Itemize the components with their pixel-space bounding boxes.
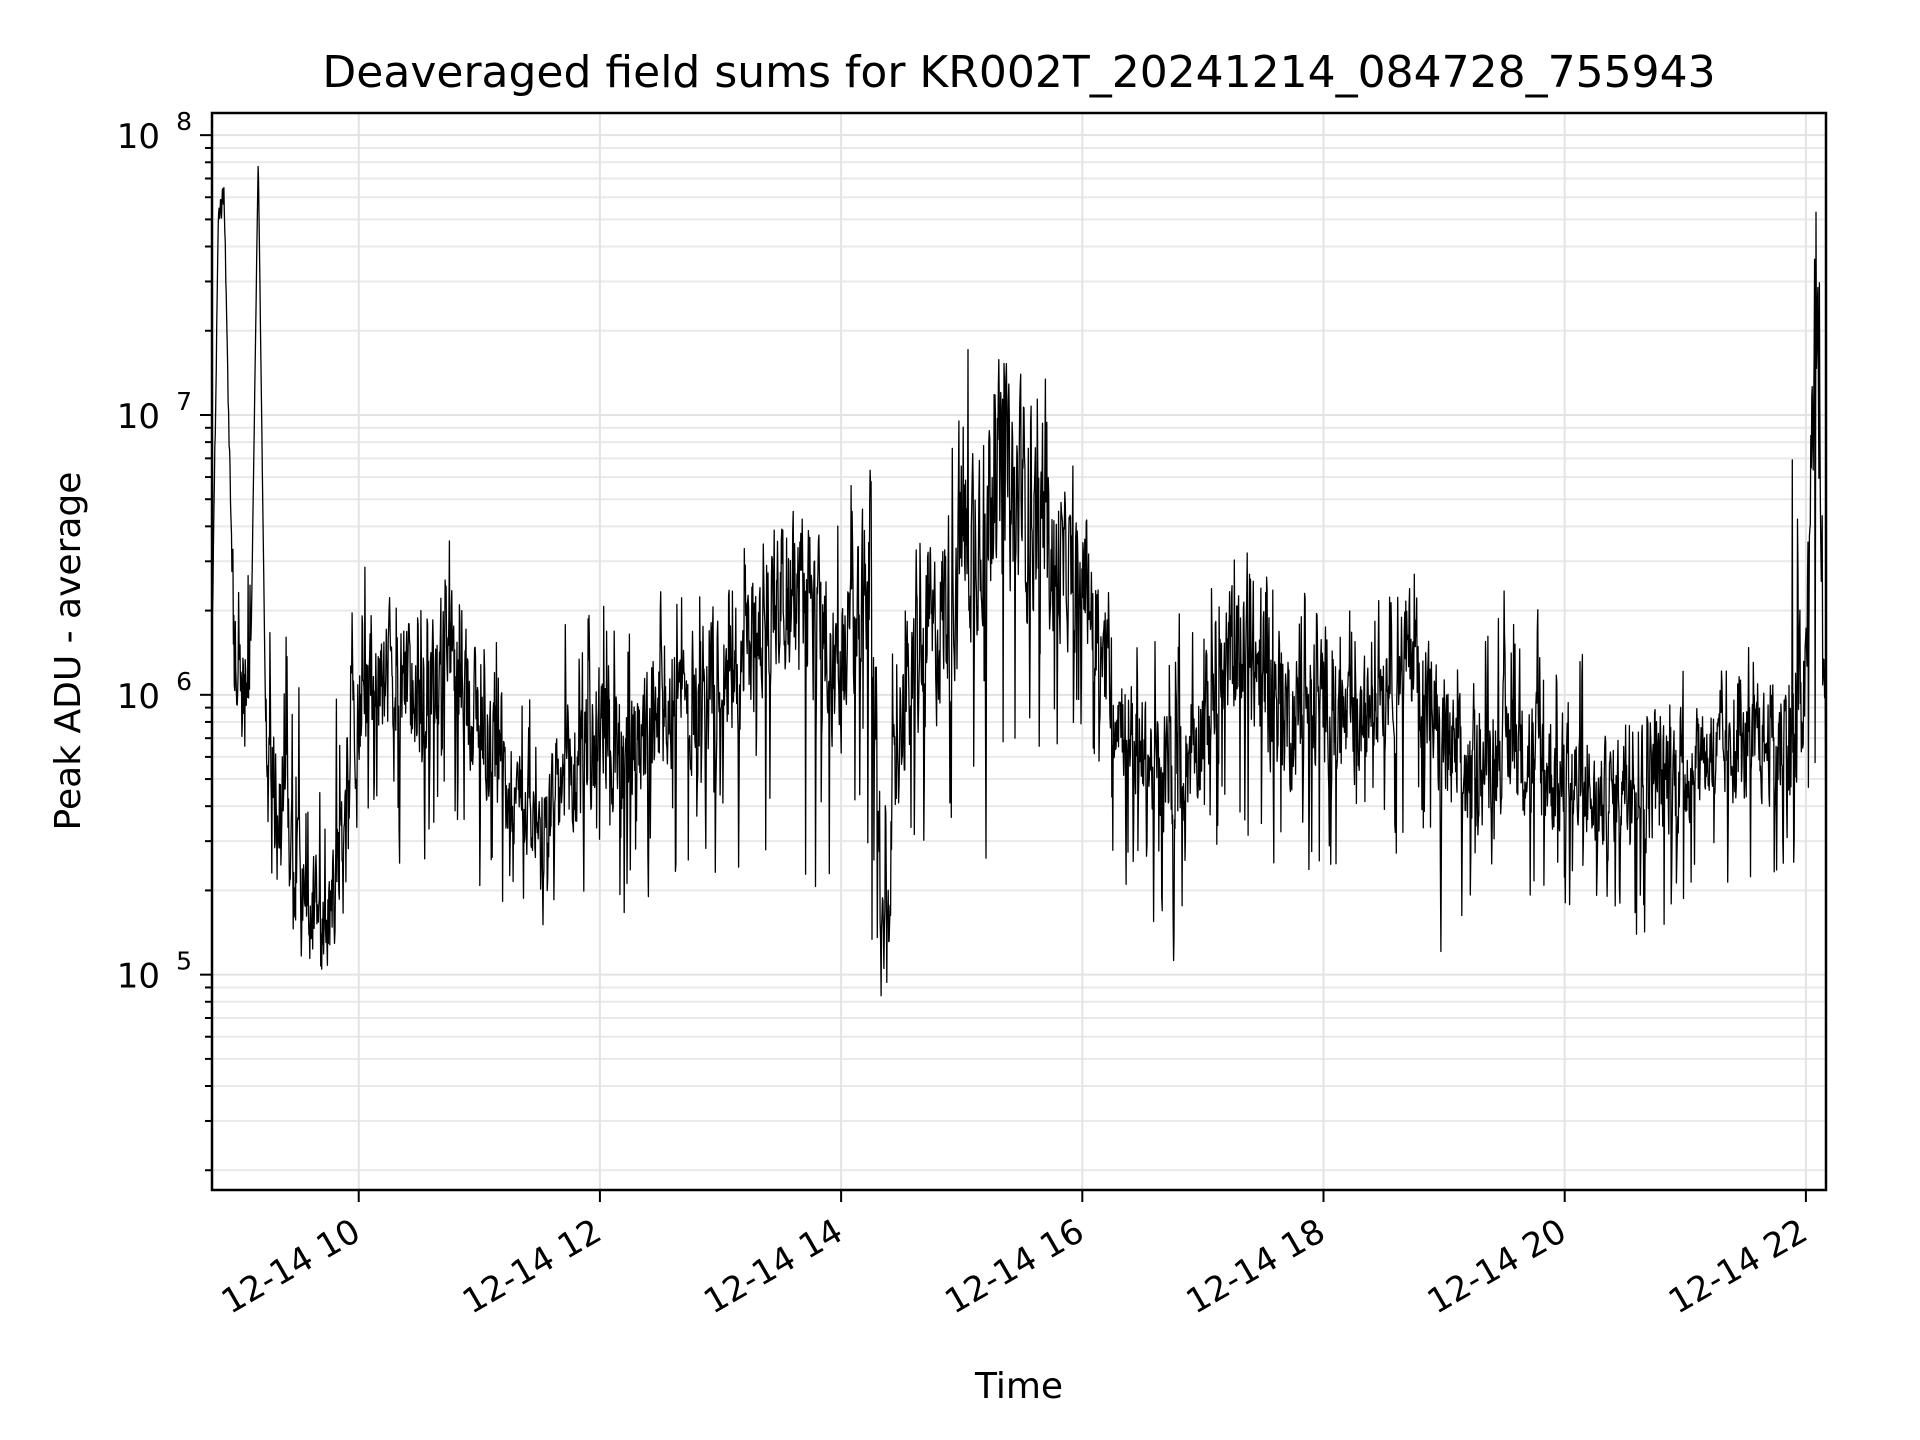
x-tick-label: 12-14 22: [1662, 1211, 1814, 1322]
series-line: [211, 165, 1827, 997]
x-tick-label: 12-14 14: [697, 1211, 849, 1322]
y-axis-label: Peak ADU - average: [48, 472, 89, 831]
y-tick-base: 10: [117, 957, 160, 997]
y-tick-label: 10: [117, 397, 160, 437]
y-tick-base: 10: [117, 397, 160, 437]
y-tick-base: 10: [117, 117, 160, 157]
x-tick-label: 12-14 10: [215, 1211, 367, 1322]
x-axis-label: Time: [974, 1366, 1063, 1407]
x-tick-label: 12-14 18: [1180, 1211, 1332, 1322]
plot-frame: [210, 111, 1828, 1192]
chart-title: Deaveraged field sums for KR002T_2024121…: [322, 47, 1715, 98]
x-tick-label: 12-14 16: [938, 1211, 1090, 1322]
x-tick-label: 12-14 20: [1421, 1211, 1573, 1322]
y-tick-exponent: 5: [176, 947, 192, 976]
axis-ticks: [200, 134, 1807, 1202]
y-tick-base: 10: [117, 677, 160, 717]
y-tick-exponent: 8: [176, 107, 192, 136]
y-tick-label: 10: [117, 677, 160, 717]
x-tick-label: 12-14 12: [456, 1211, 608, 1322]
y-tick-label: 10: [117, 117, 160, 157]
y-tick-label: 10: [117, 957, 160, 997]
series-0-line: [211, 165, 1827, 997]
y-tick-exponent: 6: [176, 667, 192, 696]
y-tick-exponent: 7: [176, 387, 192, 416]
